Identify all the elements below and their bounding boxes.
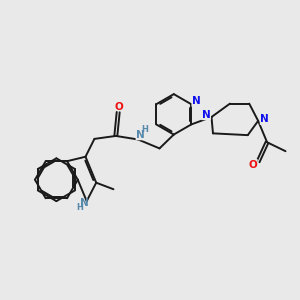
Text: N: N xyxy=(192,96,201,106)
Text: O: O xyxy=(248,160,257,170)
Text: H: H xyxy=(141,125,148,134)
Text: N: N xyxy=(260,114,269,124)
Text: H: H xyxy=(76,203,83,212)
Text: N: N xyxy=(136,130,145,140)
Text: N: N xyxy=(202,110,211,120)
Text: O: O xyxy=(115,102,124,112)
Text: N: N xyxy=(80,198,89,208)
